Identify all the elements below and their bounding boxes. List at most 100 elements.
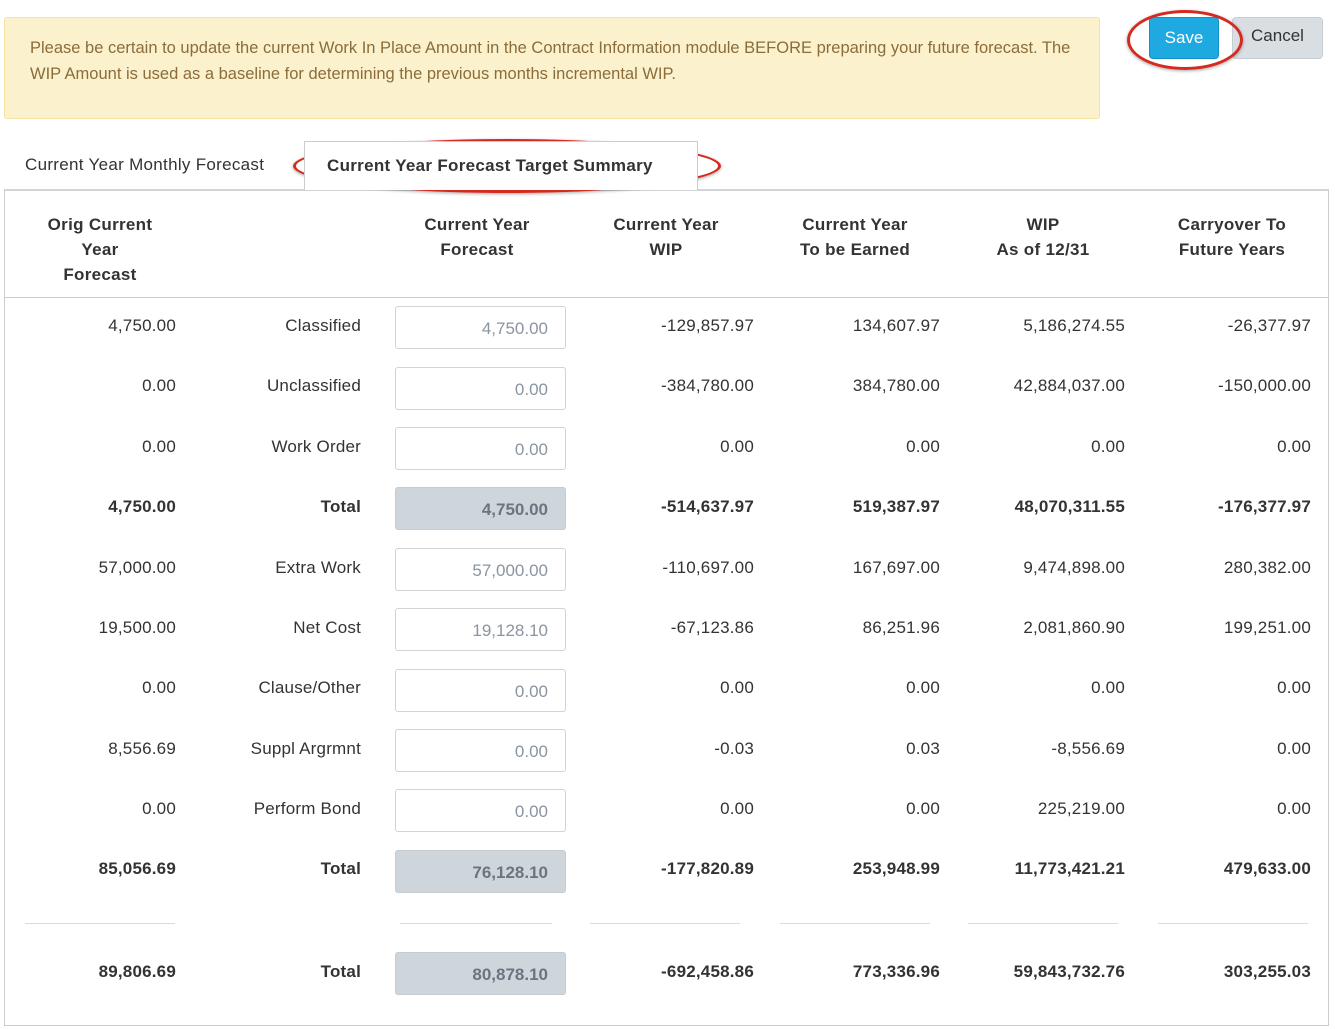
orig-forecast-cell: 0.00 bbox=[142, 437, 176, 456]
forecast-input[interactable]: 57,000.00 bbox=[395, 548, 566, 591]
wip-cell: 0.00 bbox=[720, 437, 754, 456]
tab-summary-label: Current Year Forecast Target Summary bbox=[327, 156, 653, 175]
wip-as-of-cell: -8,556.69 bbox=[1051, 739, 1125, 758]
grand-total-divider bbox=[25, 923, 175, 924]
wip-as-of-total: 11,773,421.21 bbox=[1014, 859, 1125, 878]
grand-total-divider bbox=[780, 923, 930, 924]
wip-cell: 0.00 bbox=[720, 678, 754, 697]
forecast-input[interactable]: 19,128.10 bbox=[395, 608, 566, 651]
wip-as-of-total: 48,070,311.55 bbox=[1014, 497, 1125, 516]
wip-as-of-cell: 42,884,037.00 bbox=[1013, 376, 1125, 395]
grand-total-divider bbox=[968, 923, 1118, 924]
forecast-input[interactable]: 0.00 bbox=[395, 729, 566, 772]
save-button[interactable]: Save bbox=[1149, 17, 1219, 59]
forecast-input[interactable]: 0.00 bbox=[395, 427, 566, 470]
header-divider bbox=[5, 297, 1328, 298]
orig-forecast-cell: 0.00 bbox=[142, 376, 176, 395]
alert-text: Please be certain to update the current … bbox=[30, 39, 1071, 83]
carryover-cell: 280,382.00 bbox=[1223, 558, 1311, 577]
header-orig-line2: Year bbox=[81, 240, 119, 259]
wip-total: -177,820.89 bbox=[661, 859, 754, 878]
wip-cell: 0.00 bbox=[720, 799, 754, 818]
orig-forecast-grand-total: 89,806.69 bbox=[98, 962, 176, 981]
wip-cell: -0.03 bbox=[714, 739, 754, 758]
orig-forecast-cell: 4,750.00 bbox=[108, 316, 176, 335]
header-orig-forecast: Orig Current Year Forecast bbox=[20, 212, 180, 287]
header-forecast-line2: Forecast bbox=[440, 240, 514, 259]
header-current-forecast: Current Year Forecast bbox=[397, 212, 557, 262]
wip-grand-total: -692,458.86 bbox=[661, 962, 754, 981]
total-label: Total bbox=[320, 859, 361, 878]
forecast-input[interactable]: 4,750.00 bbox=[395, 306, 566, 349]
header-to-be-earned: Current Year To be Earned bbox=[770, 212, 940, 262]
to-be-earned-cell: 134,607.97 bbox=[852, 316, 940, 335]
orig-forecast-cell: 0.00 bbox=[142, 678, 176, 697]
to-be-earned-cell: 86,251.96 bbox=[862, 618, 940, 637]
to-be-earned-grand-total: 773,336.96 bbox=[852, 962, 940, 981]
orig-forecast-cell: 57,000.00 bbox=[98, 558, 176, 577]
tab-forecast-target-summary[interactable]: Current Year Forecast Target Summary bbox=[304, 141, 698, 190]
carryover-cell: -150,000.00 bbox=[1218, 376, 1311, 395]
forecast-input[interactable]: 0.00 bbox=[395, 669, 566, 712]
to-be-earned-cell: 0.00 bbox=[906, 437, 940, 456]
header-carry-line1: Carryover To bbox=[1177, 215, 1287, 234]
to-be-earned-cell: 384,780.00 bbox=[852, 376, 940, 395]
header-carryover: Carryover To Future Years bbox=[1152, 212, 1312, 262]
wip-as-of-cell: 225,219.00 bbox=[1037, 799, 1125, 818]
row-label: Classified bbox=[285, 316, 361, 335]
header-forecast-line1: Current Year bbox=[424, 215, 530, 234]
orig-forecast-cell: 8,556.69 bbox=[108, 739, 176, 758]
wip-as-of-cell: 9,474,898.00 bbox=[1023, 558, 1125, 577]
header-earned-line1: Current Year bbox=[802, 215, 908, 234]
wip-cell: -110,697.00 bbox=[662, 558, 754, 577]
wip-as-of-cell: 0.00 bbox=[1091, 678, 1125, 697]
header-earned-line2: To be Earned bbox=[799, 240, 911, 259]
row-label: Extra Work bbox=[275, 558, 361, 577]
wip-as-of-cell: 5,186,274.55 bbox=[1023, 316, 1125, 335]
header-orig-line3: Forecast bbox=[63, 265, 137, 284]
wip-as-of-grand-total: 59,843,732.76 bbox=[1013, 962, 1125, 981]
header-wip-line2: WIP bbox=[649, 240, 683, 259]
row-label: Unclassified bbox=[266, 376, 361, 395]
carryover-cell: 0.00 bbox=[1277, 678, 1311, 697]
header-wipas-line1: WIP bbox=[1026, 215, 1060, 234]
forecast-input[interactable]: 0.00 bbox=[395, 789, 566, 832]
forecast-input[interactable]: 0.00 bbox=[395, 367, 566, 410]
carryover-total: 479,633.00 bbox=[1223, 859, 1311, 878]
wip-cell: -129,857.97 bbox=[661, 316, 754, 335]
summary-panel bbox=[4, 189, 1329, 1026]
tab-monthly-forecast[interactable]: Current Year Monthly Forecast bbox=[25, 155, 265, 174]
carryover-cell: -26,377.97 bbox=[1227, 316, 1311, 335]
cancel-button[interactable]: Cancel bbox=[1232, 17, 1323, 59]
header-orig-line1: Orig Current bbox=[47, 215, 153, 234]
header-carry-line2: Future Years bbox=[1178, 240, 1286, 259]
to-be-earned-cell: 167,697.00 bbox=[852, 558, 940, 577]
to-be-earned-total: 253,948.99 bbox=[852, 859, 940, 878]
to-be-earned-total: 519,387.97 bbox=[852, 497, 940, 516]
header-wip-as-of: WIP As of 12/31 bbox=[963, 212, 1123, 262]
carryover-total: -176,377.97 bbox=[1218, 497, 1311, 516]
wip-as-of-cell: 2,081,860.90 bbox=[1023, 618, 1125, 637]
header-wip-line1: Current Year bbox=[613, 215, 719, 234]
wip-cell: -67,123.86 bbox=[670, 618, 754, 637]
orig-forecast-cell: 19,500.00 bbox=[98, 618, 176, 637]
row-label: Clause/Other bbox=[258, 678, 361, 697]
row-label: Suppl Argrmnt bbox=[250, 739, 361, 758]
orig-forecast-total: 85,056.69 bbox=[98, 859, 176, 878]
header-current-wip: Current Year WIP bbox=[586, 212, 746, 262]
total-label: Total bbox=[320, 497, 361, 516]
orig-forecast-cell: 0.00 bbox=[142, 799, 176, 818]
forecast-warning-alert: Please be certain to update the current … bbox=[4, 17, 1100, 119]
carryover-cell: 199,251.00 bbox=[1223, 618, 1311, 637]
grand-total-divider bbox=[1158, 923, 1308, 924]
header-wipas-line2: As of 12/31 bbox=[996, 240, 1090, 259]
row-label: Net Cost bbox=[293, 618, 361, 637]
grand-total-divider bbox=[590, 923, 740, 924]
grand-total-divider bbox=[400, 923, 552, 924]
forecast-total-field: 4,750.00 bbox=[395, 487, 566, 530]
wip-cell: -384,780.00 bbox=[661, 376, 754, 395]
forecast-grand-total-field: 80,878.10 bbox=[395, 952, 566, 995]
to-be-earned-cell: 0.00 bbox=[906, 799, 940, 818]
orig-forecast-total: 4,750.00 bbox=[108, 497, 176, 516]
row-label: Perform Bond bbox=[253, 799, 361, 818]
